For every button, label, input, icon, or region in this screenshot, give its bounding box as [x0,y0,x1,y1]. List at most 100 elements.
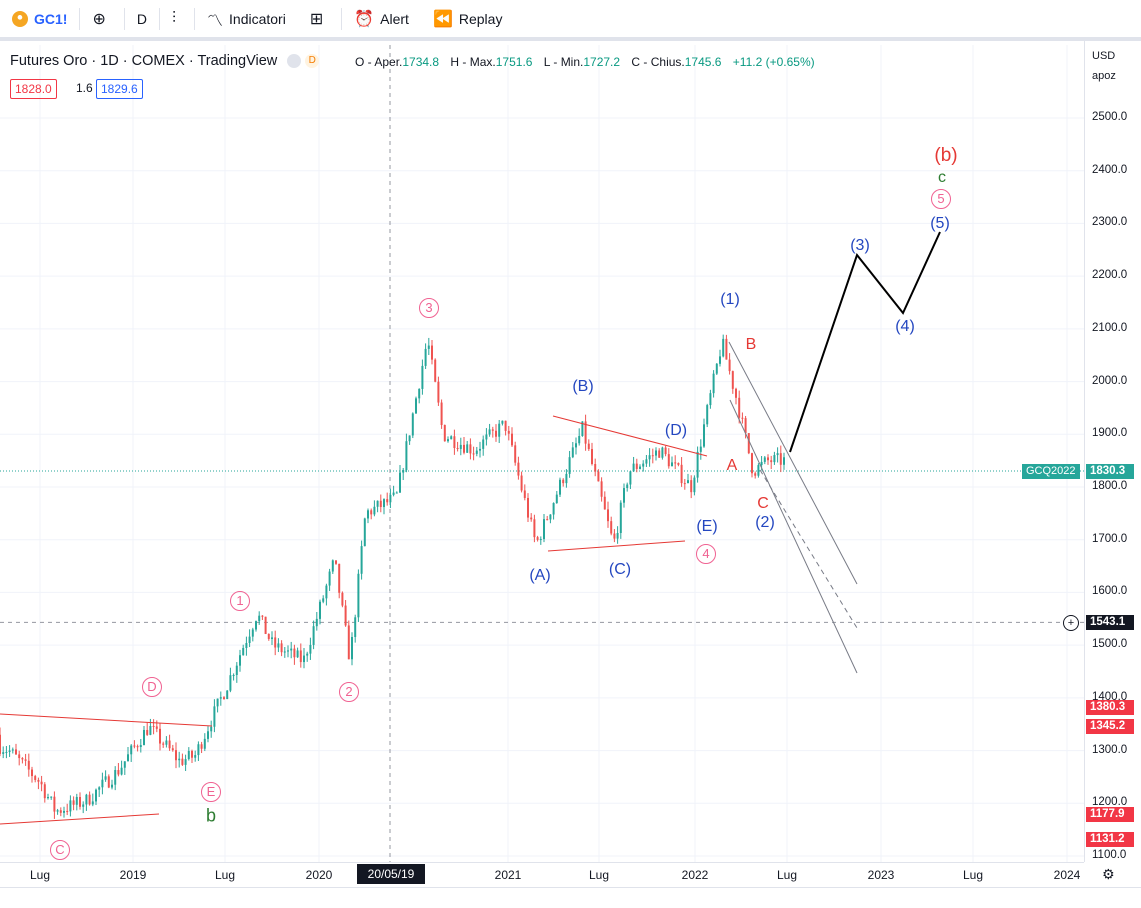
candle-body [114,769,117,785]
chart-type-button[interactable]: ⫶ [160,0,194,39]
candle-body [98,787,101,790]
candle-body [235,665,238,676]
wave-circle-label: C [50,840,70,860]
candle-body [626,484,629,489]
interval-button[interactable]: D [125,0,159,39]
candle-body [379,500,382,508]
ohlc-values: O - Aper.1734.8 H - Max.1751.6 L - Min.1… [355,55,815,69]
candle-body [536,537,539,540]
y-tick-label: 2100.0 [1092,321,1128,334]
candle-body [31,769,33,777]
candle-body [539,539,542,541]
wave-circle-label: E [201,782,221,802]
candle-body [149,725,152,735]
candle-body [53,796,56,812]
candle-body [370,510,373,515]
candle-body [645,459,648,464]
candle-body [37,779,40,782]
candle-body [757,465,760,476]
status-dot-icon [287,54,302,68]
candle-body [578,435,581,444]
candle-body [667,454,670,467]
delayed-badge-icon: D [305,54,320,68]
candle-body [216,698,219,707]
y-tick-label: 1200.0 [1092,796,1128,809]
add-plus-icon[interactable]: + [1063,615,1079,631]
candle-body [760,461,763,466]
candle-body [469,444,472,454]
candle-body [635,463,638,469]
scale-mode-label[interactable]: apoz [1092,70,1116,82]
channel-mid-line [759,469,858,629]
gear-icon[interactable]: ⚙ [1102,866,1115,882]
candle-body [309,644,312,654]
candle-body [139,745,142,747]
candle-body [424,348,427,366]
replay-button[interactable]: ⏪ Replay [421,0,515,39]
candle-body [376,500,379,507]
candle-body [744,418,747,434]
candle-body [533,519,536,538]
wave-circle-label: 2 [339,682,359,702]
buy-price-button[interactable]: 1829.6 [96,79,143,99]
candle-body [226,690,229,700]
compare-button[interactable]: ⊕ [80,0,123,39]
candle-body [677,463,680,465]
candle-body [136,746,139,748]
currency-label[interactable]: USD [1092,50,1116,62]
indicators-button[interactable]: 〽 Indicatori [195,0,298,39]
candle-body [546,519,549,521]
candle-body [213,706,216,727]
spread-value: 1.6 [76,81,93,95]
wave-label: A [726,457,738,474]
candle-body [648,455,651,460]
candle-body [408,435,411,442]
wave-label: (1) [720,291,740,308]
candle-body [187,750,190,760]
candle-body [751,453,753,474]
time-axis[interactable] [0,862,1084,887]
candle-body [79,796,81,807]
candle-body [56,810,59,812]
candle-body [331,560,334,572]
candle-body [523,490,526,498]
alert-button[interactable]: ⏰ Alert [342,0,421,39]
alarm-clock-icon: ⏰ [354,10,375,28]
candle-body [107,776,110,788]
wave-label: B [745,336,757,353]
candle-body [47,797,49,799]
candle-body [373,506,376,515]
candle-body [168,740,171,749]
candle-body [344,605,347,626]
candle-body [357,573,360,618]
y-tick-label: 2500.0 [1092,111,1128,123]
wave-circle-label: 3 [419,298,439,318]
candle-body [715,363,718,374]
bottom-bar [0,887,1141,908]
candle-body [111,784,113,788]
wave-label: (2) [755,514,775,531]
channel-line [729,399,858,674]
candle-body [287,650,289,652]
candle-body [239,655,241,666]
candle-body [475,450,478,454]
wave-label: (b) [934,145,958,166]
y-tick-label: 2300.0 [1092,216,1128,229]
candle-body [306,653,309,656]
candle-body [405,441,408,471]
layouts-button[interactable]: ⊞ [298,0,341,39]
candle-body [725,338,728,360]
symbol-selector[interactable]: ⚫ GC1! [0,0,79,39]
grid-icon: ⊞ [309,10,324,28]
candle-body [543,519,545,540]
candle-body [661,447,664,458]
candle-body [507,430,510,434]
candle-body [607,509,609,522]
wave-circle-label: 4 [696,544,716,564]
candle-body [741,417,744,419]
candle-body [312,626,315,645]
candle-body [271,637,273,639]
candle-body [411,413,414,436]
sell-price-button[interactable]: 1828.0 [10,79,57,99]
